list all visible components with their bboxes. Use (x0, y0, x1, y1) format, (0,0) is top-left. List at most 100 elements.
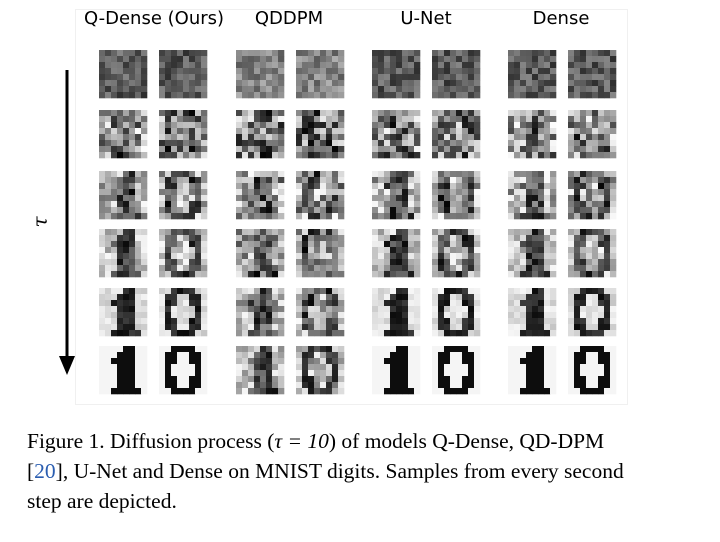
thumbnail-pixel (242, 352, 249, 359)
thumbnail-pixel (544, 74, 551, 81)
thumbnail-pixel (296, 330, 303, 337)
thumbnail-pixel (508, 207, 515, 214)
thumbnail-pixel (432, 201, 439, 208)
thumbnail-pixel (326, 92, 333, 99)
thumbnail-pixel (338, 376, 345, 383)
thumbnail-pixel (526, 330, 533, 337)
thumbnail-pixel (462, 288, 469, 295)
thumbnail-pixel (526, 235, 533, 242)
thumbnail-pixel (159, 265, 166, 272)
thumbnail-pixel (201, 171, 208, 178)
thumbnail-pixel (580, 122, 587, 129)
thumbnail-pixel (141, 253, 148, 260)
thumbnail-pixel (444, 92, 451, 99)
thumbnail-pixel (165, 128, 172, 135)
thumbnail-pixel (462, 62, 469, 69)
thumbnail-pixel (183, 306, 190, 313)
thumbnail-pixel (248, 253, 255, 260)
thumbnail-pixel (248, 146, 255, 153)
thumbnail-pixel (201, 183, 208, 190)
thumbnail-pixel (177, 50, 184, 57)
thumbnail-pixel (272, 207, 279, 214)
thumbnail-pixel (141, 213, 148, 220)
thumbnail-pixel (248, 195, 255, 202)
thumbnail-pixel (598, 300, 605, 307)
thumbnail-pixel (550, 376, 557, 383)
thumbnail-pixel (544, 68, 551, 75)
thumbnail-pixel (272, 324, 279, 331)
thumbnail-pixel (242, 312, 249, 319)
thumbnail-pixel (610, 140, 617, 147)
thumbnail-pixel (574, 92, 581, 99)
thumbnail-pixel (532, 370, 539, 377)
thumbnail-pixel (402, 382, 409, 389)
thumbnail-pixel (332, 352, 339, 359)
thumbnail-pixel (141, 330, 148, 337)
thumbnail-pixel (326, 201, 333, 208)
thumbnail-pixel (550, 247, 557, 254)
thumbnail-pixel (384, 140, 391, 147)
thumbnail-pixel (532, 213, 539, 220)
thumbnail-pixel (314, 235, 321, 242)
thumbnail-pixel (236, 134, 243, 141)
thumbnail-pixel (390, 330, 397, 337)
thumbnail-pixel (314, 247, 321, 254)
thumbnail-pixel (604, 171, 611, 178)
thumbnail-pixel (165, 382, 172, 389)
thumbnail-pixel (414, 195, 421, 202)
thumbnail-pixel (574, 122, 581, 129)
thumbnail-pixel (408, 134, 415, 141)
thumbnail-pixel (314, 306, 321, 313)
thumbnail-pixel (402, 364, 409, 371)
thumbnail-pixel (378, 68, 385, 75)
thumbnail-pixel (574, 388, 581, 395)
thumbnail-pixel (390, 183, 397, 190)
thumbnail-pixel (320, 213, 327, 220)
thumbnail-pixel (332, 388, 339, 395)
thumbnail-pixel (308, 364, 315, 371)
thumbnail-pixel (105, 346, 112, 353)
thumbnail-pixel (538, 201, 545, 208)
thumbnail-pixel (308, 318, 315, 325)
thumbnail-pixel (135, 306, 142, 313)
thumbnail-pixel (598, 352, 605, 359)
thumbnail-pixel (117, 364, 124, 371)
thumbnail-pixel (332, 189, 339, 196)
thumbnail-pixel (526, 207, 533, 214)
thumbnail-pixel (532, 330, 539, 337)
thumbnail-pixel (574, 229, 581, 236)
thumbnail-pixel (272, 68, 279, 75)
thumbnail-pixel (296, 80, 303, 87)
thumbnail-pixel (296, 74, 303, 81)
thumbnail-pixel (526, 56, 533, 63)
thumbnail-pixel (450, 177, 457, 184)
thumbnail-pixel (604, 370, 611, 377)
thumbnail-pixel (438, 116, 445, 123)
thumbnail-pixel (296, 68, 303, 75)
thumbnail-pixel (508, 352, 515, 359)
thumbnail-pixel (610, 346, 617, 353)
thumbnail-pixel (474, 68, 481, 75)
thumbnail-pixel (432, 306, 439, 313)
thumbnail-pixel (538, 56, 545, 63)
thumbnail-pixel (372, 265, 379, 272)
thumbnail-pixel (544, 122, 551, 129)
thumbnail-pixel (183, 376, 190, 383)
thumbnail-pixel (195, 382, 202, 389)
thumbnail-pixel (396, 152, 403, 159)
thumbnail-pixel (544, 382, 551, 389)
thumbnail-pixel (444, 213, 451, 220)
thumbnail-pixel (201, 62, 208, 69)
thumbnail-pixel (544, 213, 551, 220)
thumbnail-pixel (574, 235, 581, 242)
thumbnail-pixel (195, 370, 202, 377)
citation-link[interactable]: 20 (34, 459, 56, 483)
thumbnail-pixel (332, 382, 339, 389)
thumbnail-pixel (520, 134, 527, 141)
thumbnail-pixel (183, 134, 190, 141)
thumbnail-pixel (414, 122, 421, 129)
thumbnail-pixel (189, 80, 196, 87)
digit-sample-thumbnail (372, 229, 421, 278)
thumbnail-pixel (314, 324, 321, 331)
thumbnail-pixel (105, 235, 112, 242)
